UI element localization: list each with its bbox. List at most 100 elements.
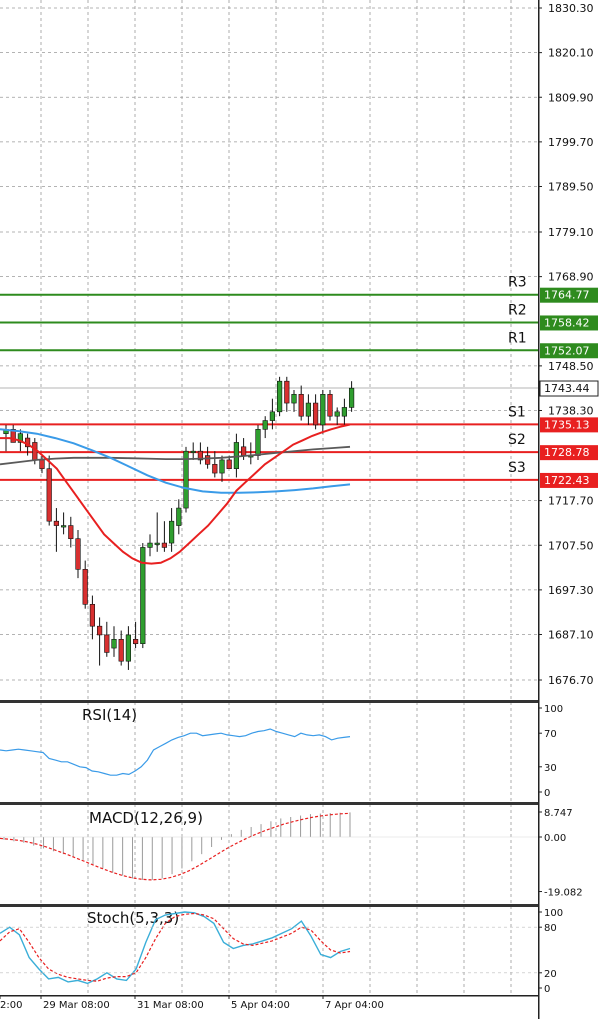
candle-down: [133, 639, 139, 644]
pivot-value-box: [540, 445, 598, 461]
pivot-value-label: 1764.77: [544, 289, 590, 302]
price-tick-label: 1809.90: [548, 91, 594, 104]
price-tick-label: 1768.90: [548, 271, 594, 284]
candle-down: [53, 520, 59, 526]
candle-down: [312, 402, 319, 426]
price-tick-label: 1687.10: [548, 629, 594, 642]
candle-up: [183, 450, 189, 509]
time-axis: 2:00 29 Mar 08:00 31 Mar 08:00 5 Apr 04:00 7…: [0, 995, 384, 1011]
candle-up: [233, 442, 240, 469]
candle-down: [161, 542, 168, 548]
candle-down: [205, 455, 211, 465]
candle-down: [118, 639, 124, 662]
rsi-line: [0, 728, 351, 776]
candle-down: [10, 429, 16, 443]
candle-up: [147, 542, 153, 548]
rsi-tick-label: 70: [544, 729, 557, 740]
stoch-k-line: [0, 911, 351, 985]
macd-histogram: [3, 812, 351, 880]
grid: [0, 0, 538, 995]
candle-up: [334, 411, 340, 417]
candle-down: [89, 604, 95, 627]
candle-up: [348, 387, 355, 408]
moving-average-gray: [0, 445, 351, 466]
stoch-panel: Stoch(5,3,3): [0, 904, 538, 985]
candle-up: [169, 520, 175, 544]
moving-average-red: [0, 423, 351, 565]
candle-down: [82, 569, 88, 605]
pivot-name-s2: S2: [508, 432, 526, 448]
time-label: 29 Mar 08:00: [43, 1000, 110, 1011]
candle-up: [276, 380, 283, 413]
candle-up: [154, 542, 160, 545]
moving-average-blue: [0, 428, 351, 494]
pivot-name-s1: S1: [508, 404, 526, 420]
candle-up: [269, 411, 276, 421]
pivot-name-r1: R1: [508, 330, 527, 346]
pivot-value-box: [540, 287, 598, 303]
rsi-label: RSI(14): [82, 706, 137, 724]
macd-tick-label: 0.00: [544, 833, 566, 844]
candle-up: [111, 639, 117, 649]
macd-tick-label: -19.082: [544, 888, 583, 899]
axis-border: [538, 0, 540, 1019]
candle-up: [60, 525, 67, 528]
candle-down: [298, 394, 304, 417]
price-tick-label: 1738.30: [548, 405, 594, 418]
pivot-levels: R3 R2 R1 S1 S2 S3: [0, 275, 538, 481]
price-tick-label: 1717.70: [548, 495, 594, 508]
current-price-box: [539, 380, 599, 397]
candle-down: [226, 459, 232, 469]
pivot-value-label: 1735.13: [544, 418, 590, 431]
candle-down: [39, 459, 45, 469]
candle-down: [97, 625, 103, 636]
macd-signal-line: [0, 812, 351, 881]
price-tick-label: 1707.50: [548, 539, 594, 552]
rsi-tick-label: 100: [544, 704, 563, 715]
stoch-tick-label: 100: [544, 908, 563, 919]
price-tick-label: 1820.10: [548, 47, 594, 60]
time-axis-border: [0, 995, 538, 997]
pivot-value-label: 1758.42: [544, 316, 590, 329]
current-price-label: 1743.44: [544, 382, 590, 395]
pivot-value-label: 1728.78: [544, 446, 590, 459]
macd-label: MACD(12,26,9): [89, 809, 203, 827]
stoch-tick-label: 20: [544, 969, 557, 980]
candle-up: [255, 429, 261, 456]
candle-up: [219, 459, 225, 474]
candle-up: [305, 402, 312, 417]
price-panel: R3 R2 R1 S1 S2 S3: [0, 275, 538, 670]
candle-up: [125, 634, 131, 662]
stoch-label: Stoch(5,3,3): [87, 909, 179, 927]
candle-up: [341, 407, 348, 417]
macd-tick-label: 8.747: [544, 808, 573, 819]
time-label: 2:00: [0, 1000, 22, 1011]
price-tick-label: 1748.50: [548, 360, 594, 373]
pivot-value-box: [540, 472, 598, 488]
candle-up: [291, 394, 297, 404]
price-tick-label: 1830.30: [548, 2, 594, 15]
candle-up: [190, 450, 196, 453]
candle-down: [241, 446, 247, 456]
time-label: 7 Apr 04:00: [325, 1000, 384, 1011]
candle-down: [104, 634, 110, 653]
macd-panel: MACD(12,26,9): [0, 802, 538, 881]
candle-down: [46, 468, 52, 522]
panel-separator: [0, 802, 538, 805]
pivot-value-box: [540, 315, 598, 331]
pivot-name-s3: S3: [508, 460, 526, 476]
candle-up: [17, 433, 24, 443]
candle-down: [327, 394, 333, 417]
time-label: 31 Mar 08:00: [137, 1000, 204, 1011]
pivot-value-label: 1752.07: [544, 344, 590, 357]
candle-down: [68, 525, 74, 539]
panel-separator: [0, 700, 538, 703]
rsi-tick-label: 30: [544, 763, 557, 774]
price-tick-label: 1697.30: [548, 584, 594, 597]
candle-down: [197, 450, 204, 461]
pivot-name-r3: R3: [508, 275, 527, 291]
candle-down: [284, 380, 290, 404]
price-tick-label: 1789.50: [548, 181, 594, 194]
price-tick-label: 1799.70: [548, 136, 594, 149]
